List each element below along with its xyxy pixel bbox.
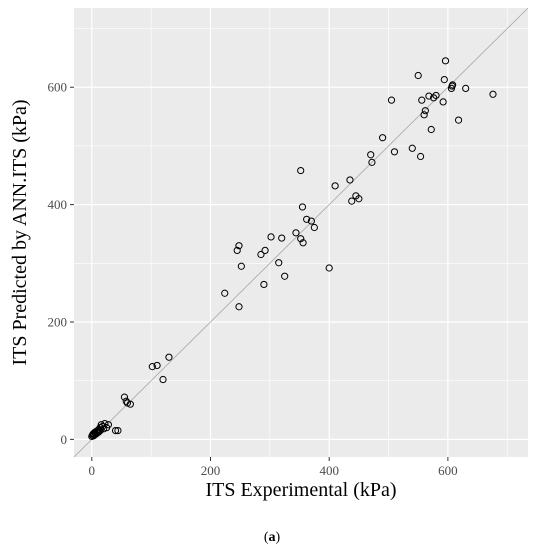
data-point bbox=[432, 91, 440, 100]
data-point bbox=[104, 421, 113, 429]
axis-ticks: 0 200 400 600 0 200 400 600 bbox=[48, 80, 458, 478]
data-points bbox=[88, 57, 497, 441]
data-point bbox=[114, 426, 122, 435]
x-tick-label: 0 bbox=[89, 463, 96, 478]
data-point bbox=[489, 90, 497, 98]
data-point bbox=[449, 81, 457, 89]
data-point bbox=[408, 144, 416, 152]
figure-caption: (a) bbox=[264, 530, 281, 545]
caption-close-paren: ) bbox=[276, 530, 281, 545]
data-point bbox=[430, 94, 438, 102]
data-point bbox=[390, 148, 399, 156]
data-point bbox=[278, 234, 286, 242]
data-point bbox=[267, 233, 275, 241]
data-point bbox=[165, 353, 173, 361]
data-point bbox=[418, 96, 426, 104]
data-point bbox=[325, 264, 333, 272]
data-point bbox=[348, 197, 356, 205]
data-point bbox=[307, 217, 315, 225]
y-tick-label: 600 bbox=[48, 80, 68, 95]
data-point bbox=[261, 246, 269, 255]
data-point bbox=[462, 84, 470, 93]
y-tick-label: 400 bbox=[48, 197, 68, 212]
data-point bbox=[260, 280, 268, 289]
x-axis-title: ITS Experimental (kPa) bbox=[205, 479, 396, 501]
data-point bbox=[416, 152, 425, 161]
data-point bbox=[297, 235, 305, 243]
data-point bbox=[233, 246, 241, 255]
data-point bbox=[153, 361, 161, 370]
data-point bbox=[454, 116, 463, 124]
data-point bbox=[368, 158, 376, 166]
data-point bbox=[120, 393, 129, 401]
data-point bbox=[275, 259, 283, 267]
data-point bbox=[235, 303, 243, 311]
data-point bbox=[379, 134, 387, 142]
data-point bbox=[235, 242, 243, 250]
y-tick-label: 0 bbox=[61, 432, 68, 447]
data-point bbox=[221, 289, 229, 297]
data-point bbox=[237, 262, 245, 270]
data-point bbox=[97, 421, 105, 429]
data-point bbox=[292, 229, 300, 237]
data-point bbox=[126, 400, 134, 408]
data-point bbox=[257, 250, 265, 259]
data-point bbox=[159, 375, 167, 384]
data-point bbox=[101, 419, 109, 428]
data-point bbox=[387, 96, 396, 104]
data-point bbox=[298, 203, 307, 211]
caption-letter: a bbox=[269, 530, 276, 545]
data-point bbox=[331, 182, 339, 190]
data-point bbox=[111, 426, 120, 435]
data-point bbox=[439, 98, 447, 106]
x-tick-label: 600 bbox=[438, 463, 458, 478]
data-point bbox=[420, 111, 428, 119]
y-axis-title: ITS Predicted by ANN.ITS (kPa) bbox=[9, 99, 31, 365]
data-point bbox=[355, 195, 363, 203]
data-point bbox=[441, 57, 450, 65]
data-point bbox=[346, 176, 354, 184]
x-tick-label: 200 bbox=[201, 463, 221, 478]
y-tick-label: 200 bbox=[48, 315, 68, 330]
x-tick-label: 400 bbox=[319, 463, 339, 478]
data-point bbox=[425, 92, 433, 100]
caption-open-paren: ( bbox=[264, 530, 269, 545]
data-point bbox=[299, 239, 307, 247]
data-point bbox=[414, 71, 422, 80]
data-point bbox=[367, 151, 375, 159]
data-point bbox=[310, 223, 318, 232]
data-point bbox=[297, 166, 305, 175]
data-point bbox=[427, 125, 435, 134]
data-point bbox=[281, 272, 289, 280]
data-point bbox=[148, 363, 156, 371]
data-point bbox=[440, 76, 448, 84]
data-point bbox=[421, 107, 429, 115]
data-point bbox=[94, 428, 102, 436]
data-point bbox=[303, 215, 311, 223]
